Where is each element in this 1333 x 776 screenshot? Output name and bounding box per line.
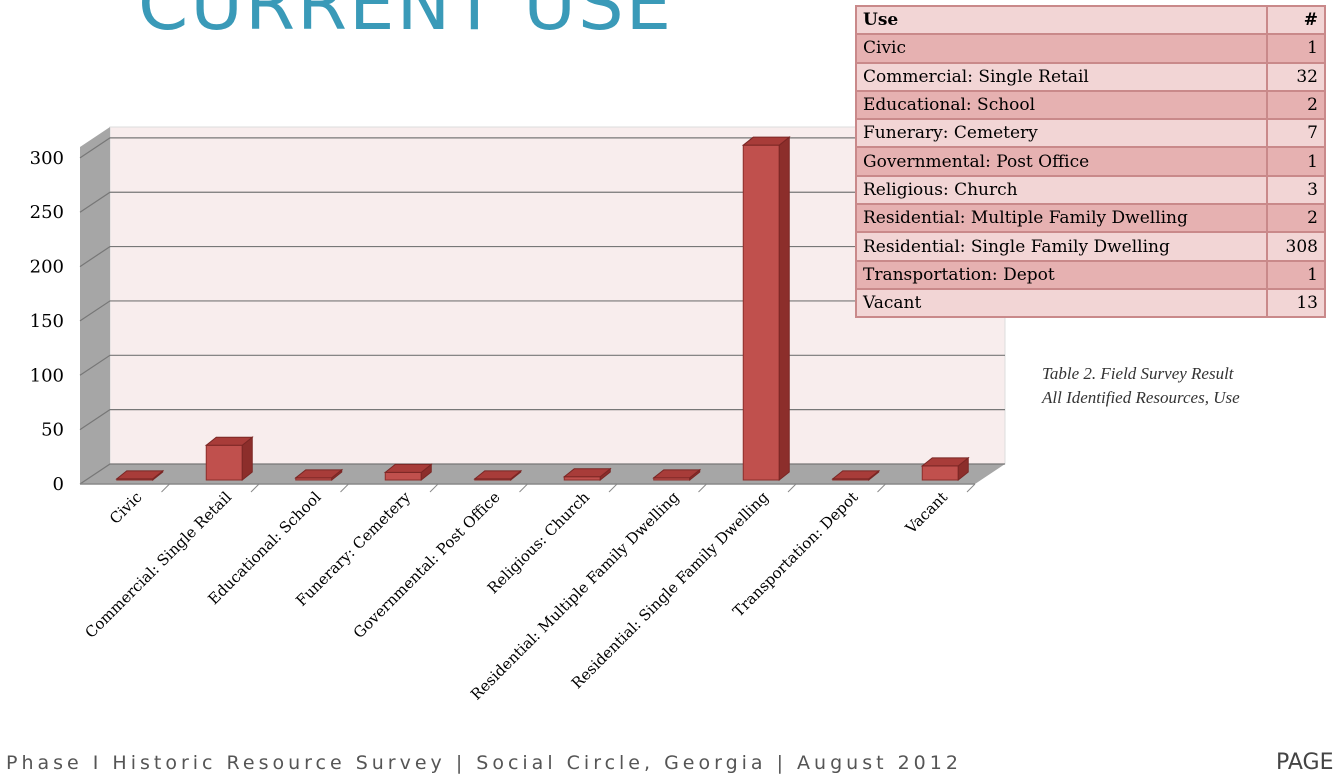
table-header: Use # (855, 4, 1326, 36)
bar-top (741, 136, 791, 146)
table-cell: Civic (855, 33, 1268, 64)
header-cell: Use (855, 4, 1268, 36)
table-cell: Transportation: Depot (855, 259, 1268, 290)
bar-front (205, 444, 243, 481)
table-cell: 3 (1266, 174, 1326, 206)
table-cell: Religious: Church (855, 174, 1268, 206)
bar-top (562, 468, 612, 478)
x-tick-label: Governmental: Post Office (350, 488, 504, 642)
bar-front (742, 144, 780, 481)
x-tick-label: Vacant (901, 488, 951, 538)
bar (562, 467, 612, 482)
table-cell: 2 (1266, 203, 1326, 234)
bar (294, 468, 344, 482)
bar (204, 436, 254, 482)
bar-top (204, 436, 254, 446)
grid-line (79, 245, 1005, 268)
side-wall (80, 127, 110, 484)
y-tick-label: 50 (41, 420, 64, 441)
x-tick-label: Residential: Single Family Dwelling (568, 488, 772, 692)
table-row: Civic 1 (855, 33, 1326, 64)
grid-line (79, 300, 1005, 322)
bar-top (831, 470, 881, 480)
y-tick-label: 0 (53, 474, 64, 495)
grid-line (79, 137, 1005, 159)
bar (115, 469, 165, 482)
table-cell: Educational: School (855, 89, 1268, 121)
table-row: Residential: Single Family Dwelling 308 (855, 231, 1326, 262)
x-tick (608, 483, 618, 493)
x-tick (429, 483, 439, 493)
y-tick-label: 250 (30, 202, 64, 223)
x-tick (340, 483, 349, 493)
table-cell: 13 (1266, 287, 1326, 319)
y-tick-label: 100 (30, 365, 64, 386)
grid-line (79, 463, 1005, 485)
table-row: Residential: Multiple Family Dwelling 2 (855, 203, 1326, 234)
bar-top (652, 469, 702, 479)
bar-top (294, 469, 344, 479)
caption: All Identified Resources, Use (1042, 388, 1240, 407)
table-row: Transportation: Depot 1 (855, 259, 1326, 290)
x-tick (698, 483, 707, 493)
table-cell: 7 (1266, 118, 1326, 149)
use-table: Use # Civic 1 Commercial: Single Retail 32 Ed… (855, 4, 1326, 319)
bar (741, 136, 791, 482)
table-row: Funerary: Cemetery 7 (855, 118, 1326, 149)
table-cell: 308 (1266, 231, 1326, 262)
bar-side (778, 136, 790, 482)
table-cell: 2 (1266, 89, 1326, 121)
bar-top (473, 470, 523, 480)
bar (473, 469, 523, 482)
x-tick (161, 483, 170, 493)
grid-line (79, 409, 1005, 431)
table-cell: Funerary: Cemetery (855, 118, 1268, 149)
table-row: Educational: School 2 (855, 89, 1326, 121)
bar (920, 456, 970, 482)
bar (831, 469, 881, 482)
table-cell: 1 (1266, 33, 1326, 64)
grid-line (79, 354, 1005, 376)
x-tick (966, 483, 976, 493)
bar-top (115, 470, 165, 480)
x-tick-label: Commercial: Single Retail (81, 488, 235, 642)
x-tick-label: Civic (106, 488, 146, 528)
table-row: Commercial: Single Retail 32 (855, 61, 1326, 92)
page-label: PAGE (1276, 750, 1333, 775)
bar-top (920, 457, 970, 467)
table-cell: Residential: Multiple Family Dwelling (855, 203, 1268, 234)
bar-top (383, 463, 433, 473)
table-row: Vacant 13 (855, 287, 1326, 319)
x-tick (519, 483, 528, 493)
grid-line (79, 191, 1005, 213)
y-tick-label: 150 (30, 311, 64, 332)
table-cell: Commercial: Single Retail (855, 61, 1268, 92)
caption: Table 2. Field Survey Result (1042, 364, 1234, 383)
bar-front (384, 471, 422, 481)
table-cell: 1 (1266, 146, 1326, 177)
table-cell: Vacant (855, 287, 1268, 319)
header-cell: # (1266, 4, 1326, 36)
x-tick (877, 483, 886, 493)
bar-front (921, 465, 959, 481)
bar (383, 463, 433, 482)
table-cell: 32 (1266, 61, 1326, 92)
x-tick (250, 483, 260, 493)
table-row: Governmental: Post Office 1 (855, 146, 1326, 177)
slide-title: CURRENT USE (138, 0, 674, 46)
y-tick-label: 200 (30, 257, 64, 278)
table-cell: Governmental: Post Office (855, 146, 1268, 177)
x-tick (787, 483, 797, 493)
y-tick-label: 300 (30, 148, 64, 169)
table-cell: 1 (1266, 259, 1326, 290)
bar (652, 468, 702, 482)
table-row: Religious: Church 3 (855, 174, 1326, 206)
table-cell: Residential: Single Family Dwelling (855, 231, 1268, 262)
footer: Phase I Historic Resource Survey | Socia… (6, 752, 962, 774)
